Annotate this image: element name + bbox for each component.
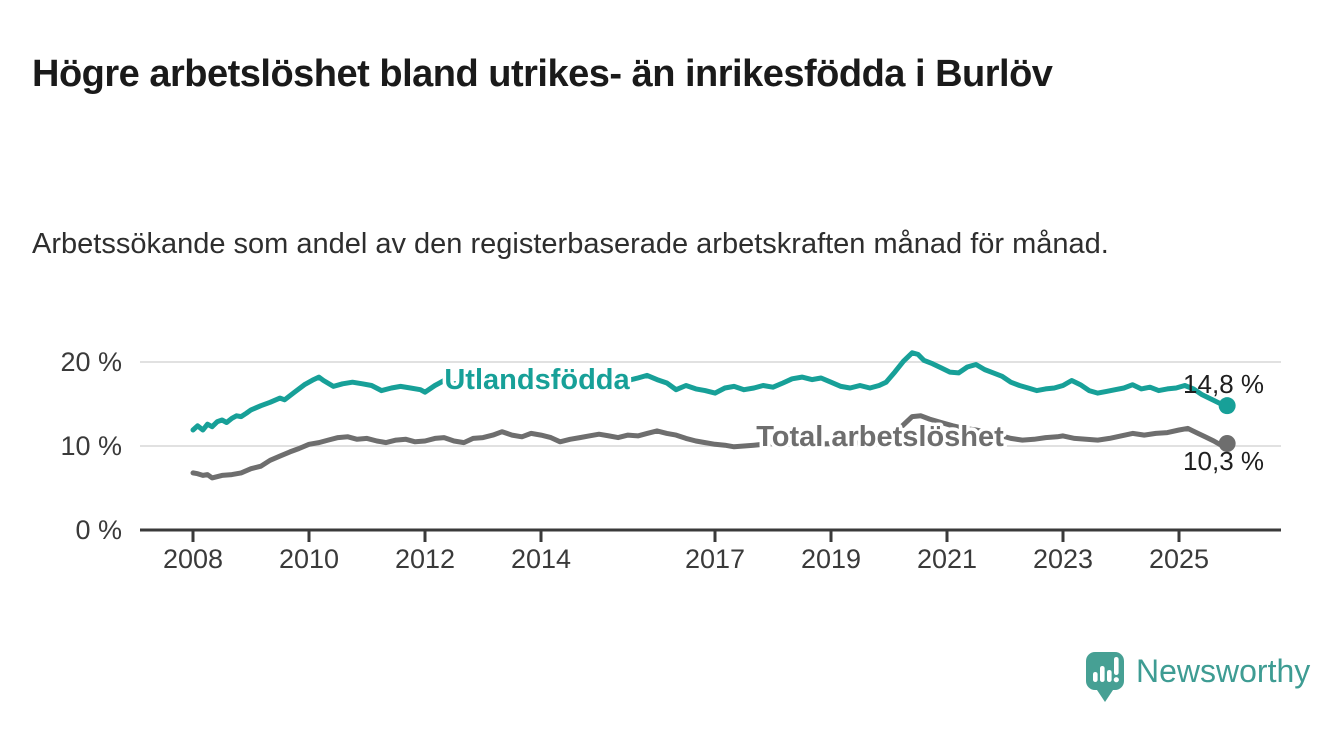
x-tick-label-2014: 2014	[511, 544, 571, 574]
page-title: Högre arbetslöshet bland utrikes- än inr…	[32, 53, 1053, 96]
x-tick-label-2008: 2008	[163, 544, 223, 574]
series-end-dot-utlandsfodda	[1218, 397, 1236, 415]
series-line-utlandsfodda	[190, 350, 1230, 433]
x-tick-label-2021: 2021	[917, 544, 977, 574]
x-tick-label-2025: 2025	[1149, 544, 1209, 574]
x-tick-label-2010: 2010	[279, 544, 339, 574]
series-end-value-total-arbetsloshet: 10,3 %	[1183, 446, 1264, 476]
y-tick-label-0: 0 %	[75, 515, 122, 545]
bar-1	[1093, 672, 1098, 682]
x-tick-label-2019: 2019	[801, 544, 861, 574]
y-tick-label-10: 10 %	[60, 431, 122, 461]
bar-3	[1107, 670, 1112, 682]
series-label-total-arbetsloshet: Total arbetslöshet	[756, 421, 1004, 453]
x-tick-label-2017: 2017	[685, 544, 745, 574]
x-tick-label-2012: 2012	[395, 544, 455, 574]
x-tick-label-2023: 2023	[1033, 544, 1093, 574]
exclamation-bar	[1114, 657, 1119, 675]
newsworthy-logo: Newsworthy	[1086, 652, 1310, 702]
chart-subtitle: Arbetssökande som andel av den registerb…	[32, 228, 1109, 260]
line-chart: 2008 2010 2012 2014 2017 2019 2021 2023 2025 0 % 1…	[60, 347, 1281, 574]
series-end-value-utlandsfodda: 14,8 %	[1183, 369, 1264, 399]
series-end-dot-total-arbetsloshet	[1218, 434, 1236, 452]
exclamation-dot	[1113, 677, 1119, 683]
bar-2	[1100, 666, 1105, 682]
newsworthy-pin-bar-chart-icon	[1086, 652, 1124, 702]
logo-wordmark: Newsworthy	[1136, 653, 1310, 689]
y-tick-label-20: 20 %	[60, 347, 122, 377]
series-label-utlandsfodda: Utlandsfödda	[444, 364, 630, 396]
series-line-total-arbetsloshet	[190, 413, 1230, 481]
